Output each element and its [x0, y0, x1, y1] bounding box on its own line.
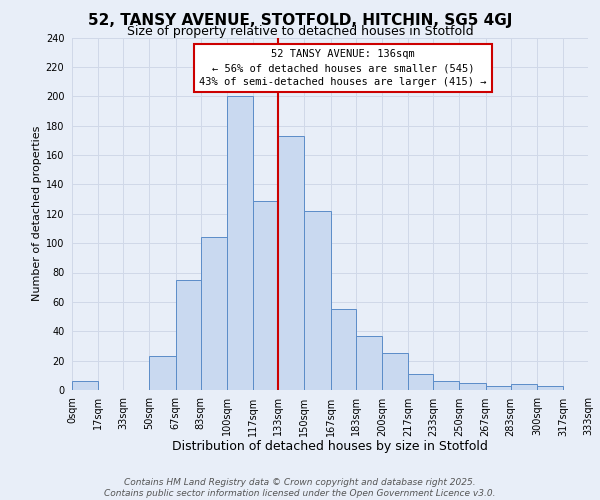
Bar: [149, 356, 176, 390]
Bar: [331, 309, 356, 390]
Text: 52 TANSY AVENUE: 136sqm
← 56% of detached houses are smaller (545)
43% of semi-d: 52 TANSY AVENUE: 136sqm ← 56% of detache…: [199, 50, 487, 87]
Bar: [200, 238, 227, 390]
Bar: [176, 280, 200, 390]
Bar: [511, 384, 537, 390]
Bar: [382, 354, 408, 390]
Bar: [304, 211, 331, 390]
Bar: [278, 136, 304, 390]
Text: Size of property relative to detached houses in Stotfold: Size of property relative to detached ho…: [127, 25, 473, 38]
Bar: [537, 386, 563, 390]
Bar: [408, 374, 433, 390]
Bar: [227, 96, 253, 390]
Bar: [253, 200, 278, 390]
X-axis label: Distribution of detached houses by size in Stotfold: Distribution of detached houses by size …: [172, 440, 488, 453]
Bar: [460, 382, 486, 390]
Y-axis label: Number of detached properties: Number of detached properties: [32, 126, 41, 302]
Bar: [486, 386, 511, 390]
Bar: [356, 336, 382, 390]
Bar: [72, 381, 98, 390]
Bar: [433, 381, 460, 390]
Text: 52, TANSY AVENUE, STOTFOLD, HITCHIN, SG5 4GJ: 52, TANSY AVENUE, STOTFOLD, HITCHIN, SG5…: [88, 12, 512, 28]
Text: Contains HM Land Registry data © Crown copyright and database right 2025.
Contai: Contains HM Land Registry data © Crown c…: [104, 478, 496, 498]
